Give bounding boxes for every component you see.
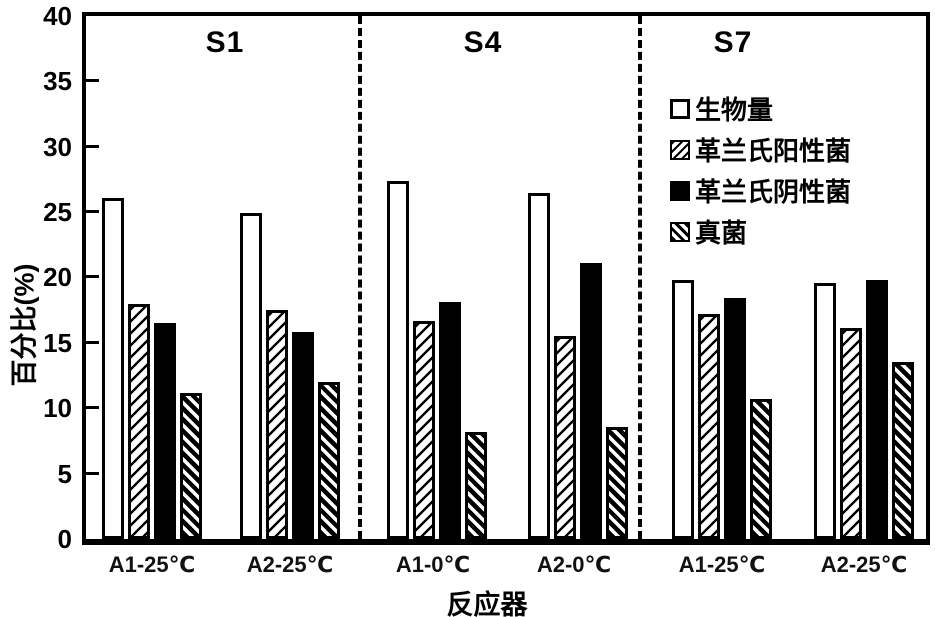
y-tick-label: 0 [57, 524, 72, 554]
x-axis-title: 反应器 [446, 590, 528, 617]
y-tick-label: 20 [43, 262, 72, 292]
legend-label: 真菌 [695, 218, 748, 248]
legend-label: 革兰氏阴性菌 [695, 177, 852, 207]
separator-line [358, 16, 362, 539]
bar-solid [724, 298, 746, 539]
legend-item: 生物量 [670, 88, 851, 129]
y-tick-label: 35 [43, 66, 72, 96]
bar-open [814, 283, 836, 539]
legend-item: 真菌 [670, 211, 851, 252]
x-category-label: A2-25℃ [246, 552, 334, 577]
bar-solid [866, 280, 888, 539]
bar-hatch-forward [840, 328, 862, 539]
bar-solid [154, 323, 176, 539]
section-label: S7 [713, 26, 753, 59]
bar-solid [439, 302, 461, 539]
bar-open [102, 198, 124, 539]
x-category-label: A1-0℃ [395, 552, 471, 577]
bar-hatch-back [606, 427, 628, 539]
bar-open [672, 280, 694, 539]
y-tick-mark [86, 79, 99, 82]
legend-item: 革兰氏阴性菌 [670, 170, 851, 211]
bar-open [387, 181, 409, 539]
bar-hatch-forward [128, 304, 150, 539]
x-category-label: A1-25℃ [678, 552, 766, 577]
legend-item: 革兰氏阳性菌 [670, 129, 851, 170]
y-tick-mark [86, 341, 99, 344]
bar-solid [292, 332, 314, 539]
y-tick-mark [86, 406, 99, 409]
y-tick-label: 15 [43, 328, 72, 358]
y-tick-mark [86, 472, 99, 475]
bar-hatch-forward [266, 310, 288, 539]
y-tick-mark [86, 210, 99, 213]
bar-hatch-forward [698, 314, 720, 539]
bar-hatch-forward [554, 336, 576, 539]
bar-open [240, 213, 262, 539]
bar-solid [580, 263, 602, 539]
bar-hatch-forward [413, 321, 435, 539]
legend-swatch-hatch-forward [670, 139, 690, 160]
plot-area: S1 S4 S7 生物量革兰氏阳性菌 革兰氏阴性菌 真菌 [82, 12, 930, 545]
legend-label: 生物量 [695, 95, 774, 125]
bar-hatch-back [318, 382, 340, 539]
y-tick-label: 25 [43, 197, 72, 227]
y-tick-label: 40 [43, 1, 72, 31]
separator-line [638, 16, 642, 539]
bar-hatch-back [750, 399, 772, 539]
x-category-label: A2-25℃ [820, 552, 908, 577]
y-tick-mark [86, 275, 99, 278]
y-tick-label: 10 [43, 393, 72, 423]
legend-swatch-solid [670, 180, 690, 201]
x-category-label: A2-0℃ [536, 552, 612, 577]
x-category-label: A1-25℃ [108, 552, 196, 577]
section-label: S1 [205, 26, 245, 59]
legend: 生物量革兰氏阳性菌 革兰氏阴性菌 真菌 [670, 88, 851, 252]
y-tick-label: 5 [57, 459, 72, 489]
legend-label: 革兰氏阳性菌 [695, 136, 852, 166]
bar-open [528, 193, 550, 539]
bar-hatch-back [180, 393, 202, 539]
bar-hatch-back [892, 362, 914, 539]
y-tick-mark [86, 145, 99, 148]
y-tick-label: 30 [43, 132, 72, 162]
section-label: S4 [463, 26, 503, 59]
bar-hatch-back [465, 432, 487, 539]
legend-swatch-open [670, 98, 690, 119]
legend-swatch-hatch-back [670, 221, 690, 242]
